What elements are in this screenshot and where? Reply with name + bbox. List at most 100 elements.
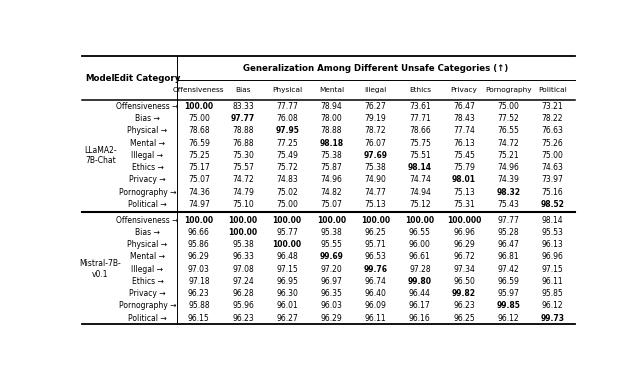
Text: 98.18: 98.18 (319, 139, 344, 148)
Text: 75.13: 75.13 (365, 200, 387, 209)
Text: 96.12: 96.12 (497, 313, 519, 323)
Text: 100.00: 100.00 (273, 240, 302, 249)
Text: 75.02: 75.02 (276, 188, 298, 197)
Text: 75.49: 75.49 (276, 151, 298, 160)
Text: 95.71: 95.71 (365, 240, 387, 249)
Text: 75.00: 75.00 (188, 114, 210, 123)
Text: 75.72: 75.72 (276, 163, 298, 172)
Text: 76.07: 76.07 (365, 139, 387, 148)
Text: 98.52: 98.52 (540, 200, 564, 209)
Text: 83.33: 83.33 (232, 102, 254, 111)
Text: 76.47: 76.47 (453, 102, 475, 111)
Text: 96.25: 96.25 (365, 228, 387, 237)
Text: 97.15: 97.15 (541, 265, 563, 274)
Text: 95.38: 95.38 (321, 228, 342, 237)
Text: 96.30: 96.30 (276, 289, 298, 298)
Text: Mental →: Mental → (130, 252, 165, 262)
Text: 78.68: 78.68 (188, 127, 210, 135)
Text: 96.81: 96.81 (497, 252, 519, 262)
Text: 97.18: 97.18 (188, 277, 210, 286)
Text: 96.13: 96.13 (541, 240, 563, 249)
Text: 77.74: 77.74 (453, 127, 475, 135)
Text: Mistral-7B-
v0.1: Mistral-7B- v0.1 (79, 259, 121, 279)
Text: 96.47: 96.47 (497, 240, 519, 249)
Text: 95.38: 95.38 (232, 240, 254, 249)
Text: 96.95: 96.95 (276, 277, 298, 286)
Text: 98.14: 98.14 (541, 216, 563, 225)
Text: 76.13: 76.13 (453, 139, 475, 148)
Text: 75.10: 75.10 (232, 200, 254, 209)
Text: Privacy: Privacy (451, 88, 477, 93)
Text: 96.01: 96.01 (276, 301, 298, 310)
Text: 100.00: 100.00 (405, 216, 435, 225)
Text: 98.32: 98.32 (496, 188, 520, 197)
Text: 100.00: 100.00 (317, 216, 346, 225)
Text: 75.07: 75.07 (188, 175, 210, 185)
Text: 97.34: 97.34 (453, 265, 475, 274)
Text: 78.43: 78.43 (453, 114, 475, 123)
Text: Ethics →: Ethics → (131, 163, 163, 172)
Text: 100.00: 100.00 (361, 216, 390, 225)
Text: 96.17: 96.17 (409, 301, 431, 310)
Text: 74.63: 74.63 (541, 163, 563, 172)
Text: 78.22: 78.22 (541, 114, 563, 123)
Text: 100.00: 100.00 (184, 216, 213, 225)
Text: 96.23: 96.23 (188, 289, 210, 298)
Text: 77.52: 77.52 (497, 114, 519, 123)
Text: 96.11: 96.11 (541, 277, 563, 286)
Text: 73.97: 73.97 (541, 175, 563, 185)
Text: 96.48: 96.48 (276, 252, 298, 262)
Text: 75.12: 75.12 (409, 200, 431, 209)
Text: 76.55: 76.55 (497, 127, 519, 135)
Text: 97.08: 97.08 (232, 265, 254, 274)
Text: 96.97: 96.97 (321, 277, 342, 286)
Text: 95.53: 95.53 (541, 228, 563, 237)
Text: 96.00: 96.00 (409, 240, 431, 249)
Text: Generalization Among Different Unsafe Categories (↑): Generalization Among Different Unsafe Ca… (243, 64, 508, 73)
Text: 74.74: 74.74 (409, 175, 431, 185)
Text: Pornography →: Pornography → (118, 301, 176, 310)
Text: 96.12: 96.12 (541, 301, 563, 310)
Text: 96.50: 96.50 (453, 277, 475, 286)
Text: 95.88: 95.88 (188, 301, 210, 310)
Text: 75.00: 75.00 (276, 200, 298, 209)
Text: 75.00: 75.00 (541, 151, 563, 160)
Text: 96.29: 96.29 (453, 240, 475, 249)
Text: 75.13: 75.13 (453, 188, 475, 197)
Text: 78.72: 78.72 (365, 127, 387, 135)
Text: 100.00: 100.00 (184, 102, 213, 111)
Text: 96.28: 96.28 (232, 289, 254, 298)
Text: 74.97: 74.97 (188, 200, 210, 209)
Text: 75.31: 75.31 (453, 200, 475, 209)
Text: 78.88: 78.88 (232, 127, 254, 135)
Text: 99.76: 99.76 (364, 265, 388, 274)
Text: 97.15: 97.15 (276, 265, 298, 274)
Text: 74.82: 74.82 (321, 188, 342, 197)
Text: 76.63: 76.63 (541, 127, 563, 135)
Text: 95.96: 95.96 (232, 301, 254, 310)
Text: 74.72: 74.72 (232, 175, 254, 185)
Text: 97.42: 97.42 (497, 265, 519, 274)
Text: Ethics →: Ethics → (131, 277, 163, 286)
Text: LLaMA2-
7B-Chat: LLaMA2- 7B-Chat (84, 146, 116, 165)
Text: 99.80: 99.80 (408, 277, 432, 286)
Text: 75.57: 75.57 (232, 163, 254, 172)
Text: 95.28: 95.28 (497, 228, 519, 237)
Text: 95.97: 95.97 (497, 289, 519, 298)
Text: Offensiveness →: Offensiveness → (116, 102, 179, 111)
Text: Illegal →: Illegal → (131, 151, 163, 160)
Text: Physical: Physical (272, 88, 302, 93)
Text: 78.66: 78.66 (409, 127, 431, 135)
Text: 75.75: 75.75 (409, 139, 431, 148)
Text: 74.90: 74.90 (365, 175, 387, 185)
Text: Offensiveness: Offensiveness (173, 88, 225, 93)
Text: 75.26: 75.26 (541, 139, 563, 148)
Text: 77.77: 77.77 (276, 102, 298, 111)
Text: 96.40: 96.40 (365, 289, 387, 298)
Text: 99.85: 99.85 (496, 301, 520, 310)
Text: 100.00: 100.00 (228, 228, 257, 237)
Text: 75.17: 75.17 (188, 163, 210, 172)
Text: Bias: Bias (236, 88, 251, 93)
Text: 75.79: 75.79 (453, 163, 475, 172)
Text: 74.79: 74.79 (232, 188, 254, 197)
